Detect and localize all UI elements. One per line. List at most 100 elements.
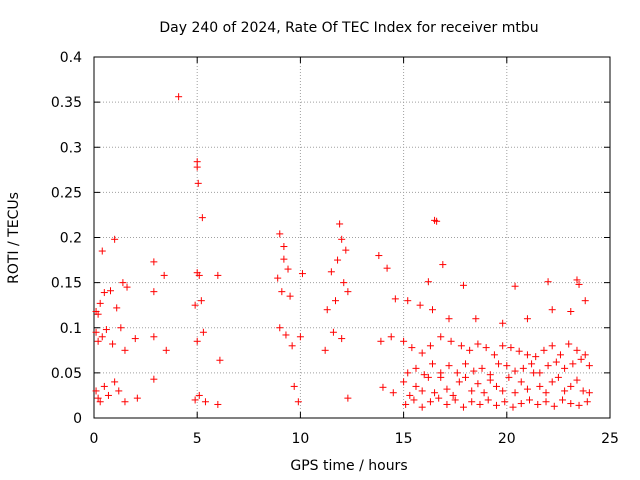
data-point: [412, 364, 420, 372]
data-point: [194, 179, 202, 187]
data-point: [457, 342, 465, 350]
data-point: [480, 389, 488, 397]
data-point: [193, 337, 201, 345]
data-point: [428, 360, 436, 368]
data-point: [412, 382, 420, 390]
data-point: [175, 93, 183, 101]
data-point: [528, 360, 536, 368]
data-point: [406, 391, 414, 399]
data-point: [447, 337, 455, 345]
data-point: [377, 337, 385, 345]
y-axis-label: ROTI / TECUs: [6, 192, 22, 284]
data-point: [92, 328, 100, 336]
data-point: [468, 398, 476, 406]
data-point: [288, 342, 296, 350]
data-point: [517, 400, 525, 408]
data-point: [474, 380, 482, 388]
data-point: [581, 351, 589, 359]
data-point: [294, 398, 302, 406]
data-point: [282, 331, 290, 339]
data-point: [402, 400, 410, 408]
data-point: [107, 287, 115, 295]
data-point: [199, 328, 207, 336]
data-point: [94, 394, 102, 402]
data-point: [321, 346, 329, 354]
data-point: [544, 278, 552, 286]
data-point: [530, 369, 538, 377]
data-point: [424, 278, 432, 286]
data-point: [420, 371, 428, 379]
data-point: [536, 369, 544, 377]
data-point: [276, 230, 284, 238]
data-point: [499, 387, 507, 395]
data-point: [466, 346, 474, 354]
data-point: [290, 382, 298, 390]
data-point: [433, 217, 441, 225]
data-point: [389, 389, 397, 397]
data-point: [416, 301, 424, 309]
chart-title: Day 240 of 2024, Rate Of TEC Index for r…: [159, 20, 538, 36]
data-point: [569, 360, 577, 368]
data-point: [100, 289, 108, 297]
data-point: [197, 297, 205, 305]
data-point: [536, 382, 544, 390]
data-point: [509, 403, 517, 411]
data-point: [98, 333, 106, 341]
data-point: [548, 378, 556, 386]
x-tick-label: 20: [498, 431, 516, 447]
y-tick-label: 0.25: [51, 185, 82, 201]
data-point: [344, 394, 352, 402]
data-point: [585, 362, 593, 370]
data-point: [575, 401, 583, 409]
data-point: [117, 324, 125, 332]
data-point: [567, 308, 575, 316]
data-point: [418, 387, 426, 395]
data-point: [121, 346, 129, 354]
data-point: [383, 264, 391, 272]
data-point: [418, 403, 426, 411]
data-point: [94, 337, 102, 345]
data-point: [499, 319, 507, 327]
data-point: [445, 315, 453, 323]
data-point: [327, 268, 335, 276]
data-point: [544, 362, 552, 370]
data-point: [338, 235, 346, 243]
data-points: [92, 93, 593, 411]
x-tick-label: 25: [601, 431, 619, 447]
data-point: [559, 396, 567, 404]
data-point: [573, 276, 581, 284]
x-tick-label: 5: [193, 431, 202, 447]
data-point: [449, 391, 457, 399]
data-point: [511, 389, 519, 397]
data-point: [296, 333, 304, 341]
data-point: [501, 398, 509, 406]
data-point: [542, 398, 550, 406]
data-point: [484, 396, 492, 404]
data-point: [150, 375, 158, 383]
data-point: [150, 288, 158, 296]
data-point: [98, 247, 106, 255]
data-point: [338, 335, 346, 343]
data-point: [195, 271, 203, 279]
data-point: [160, 271, 168, 279]
data-point: [298, 270, 306, 278]
data-point: [424, 373, 432, 381]
y-tick-label: 0: [73, 411, 82, 427]
data-point: [400, 378, 408, 386]
data-point: [573, 346, 581, 354]
data-point: [201, 398, 209, 406]
y-tick-label: 0.35: [51, 95, 82, 111]
data-point: [492, 382, 500, 390]
data-point: [115, 387, 123, 395]
data-point: [499, 342, 507, 350]
data-point: [340, 279, 348, 287]
data-point: [561, 364, 569, 372]
data-point: [443, 400, 451, 408]
data-point: [486, 371, 494, 379]
data-point: [583, 398, 591, 406]
data-point: [573, 376, 581, 384]
data-point: [123, 283, 131, 291]
data-point: [515, 347, 523, 355]
y-tick-label: 0.2: [60, 231, 82, 247]
data-point: [437, 333, 445, 341]
